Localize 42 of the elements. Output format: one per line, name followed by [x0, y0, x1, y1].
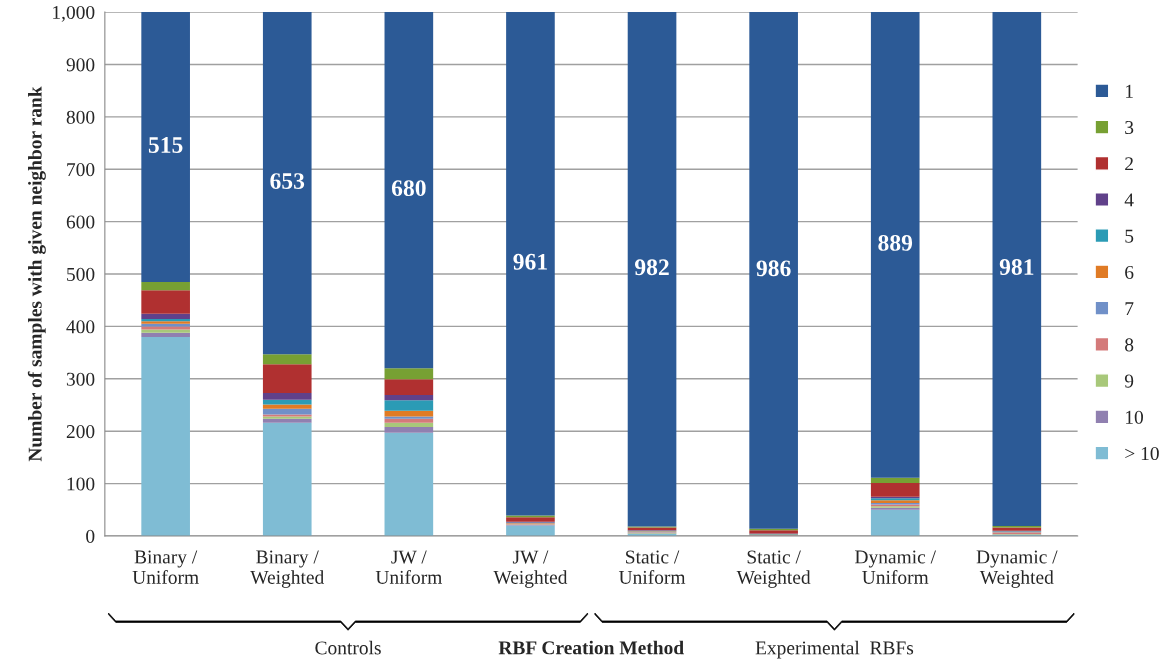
- x-tick-label: Static / Weighted: [736, 550, 811, 588]
- text: Experimental RBFs: [755, 640, 914, 659]
- legend-label: 9: [1124, 374, 1134, 388]
- x-axis-title: RBF Creation Method: [498, 640, 684, 655]
- legend-label: 10: [1126, 410, 1143, 424]
- legend-label: > 10: [1125, 446, 1159, 461]
- data-label: 981: [999, 259, 1034, 275]
- y-tick-label: 500: [67, 267, 95, 281]
- legend-label: 5: [1125, 229, 1134, 243]
- x-tick-label: Dynamic / Weighted: [976, 550, 1058, 588]
- y-tick-label: 600: [66, 215, 95, 229]
- y-tick-label: 0: [86, 529, 95, 543]
- data-label: 653: [270, 173, 305, 190]
- legend-label: 8: [1125, 338, 1134, 352]
- data-label: 515: [148, 137, 183, 153]
- data-label: 680: [391, 180, 426, 197]
- legend-label: 7: [1125, 302, 1134, 315]
- y-tick-label: 100: [67, 477, 95, 491]
- x-tick-label: Static / Uniform: [618, 550, 686, 584]
- legend-label: 1: [1126, 84, 1133, 98]
- legend-label: 6: [1125, 265, 1134, 279]
- y-tick-label: 1,000: [53, 5, 95, 22]
- x-tick-label: JW / Uniform: [375, 550, 443, 584]
- y-tick-label: 700: [67, 163, 95, 177]
- legend-label: 2: [1125, 157, 1133, 171]
- legend-label: 3: [1125, 120, 1134, 135]
- data-label: 889: [878, 234, 913, 251]
- legend-label: 4: [1124, 193, 1134, 207]
- y-axis-title: Number of samples with given neighbor rank: [27, 86, 46, 462]
- x-tick-label: Dynamic / Uniform: [855, 550, 936, 584]
- x-tick-label: JW / Weighted: [493, 550, 568, 588]
- y-tick-label: 300: [66, 372, 95, 386]
- y-tick-label: 800: [66, 110, 95, 124]
- data-label: 986: [756, 260, 791, 277]
- text: Controls: [315, 640, 381, 655]
- y-tick-label: 400: [66, 320, 95, 334]
- data-label: 961: [513, 253, 547, 270]
- y-tick-label: 200: [66, 425, 95, 439]
- x-tick-label: Binary / Uniform: [132, 550, 199, 584]
- y-tick-label: 900: [66, 58, 95, 72]
- x-tick-label: Binary / Weighted: [250, 550, 325, 588]
- data-label: 982: [634, 259, 669, 276]
